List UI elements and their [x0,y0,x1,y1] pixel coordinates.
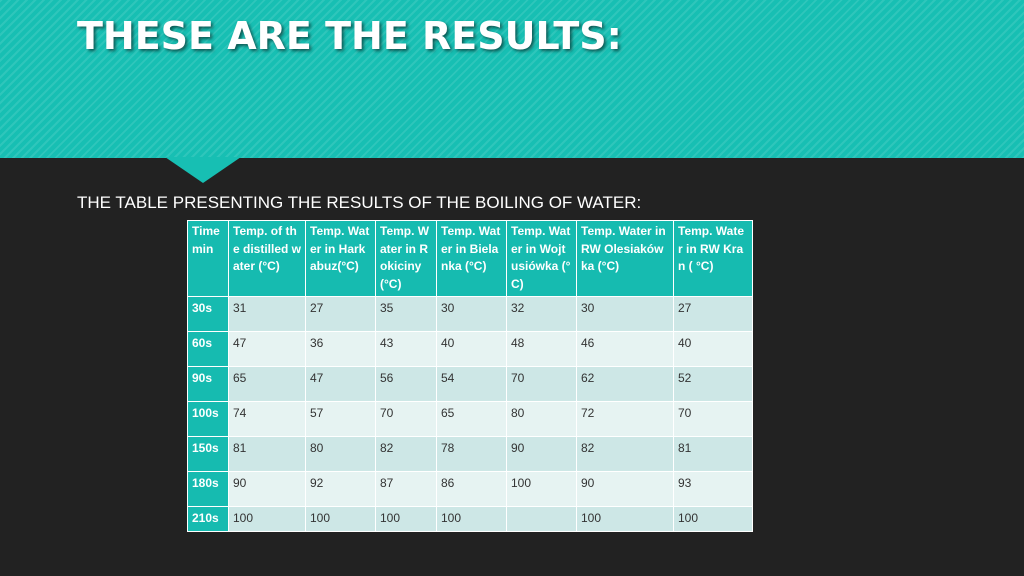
row-time-cell: 180s [187,471,229,507]
table-row: 150s 81 80 82 78 90 82 81 [187,436,753,472]
table-cell: 48 [506,331,577,367]
column-header-olesiakowka: Temp. Water in RW Olesiakówka (°C) [576,220,674,297]
slide-subtitle: THE TABLE PRESENTING THE RESULTS OF THE … [77,193,642,212]
column-header-wojtusiowka: Temp. Water in Wojtusiówka (°C) [506,220,577,297]
table-cell: 31 [228,296,306,332]
table-cell: 35 [375,296,437,332]
header-band [0,0,1024,158]
column-header-harkabuz: Temp. Water in Harkabuz(°C) [305,220,376,297]
table-cell: 90 [506,436,577,472]
column-header-kran: Temp. Water in RW Kran ( °C) [673,220,753,297]
table-cell: 57 [305,401,376,437]
table-row: 180s 90 92 87 86 100 90 93 [187,471,753,507]
table-cell: 27 [305,296,376,332]
table-cell: 80 [305,436,376,472]
table-cell: 100 [228,506,306,532]
row-time-cell: 60s [187,331,229,367]
column-header-bielanka: Temp. Water in Bielanka (°C) [436,220,507,297]
table-cell: 100 [436,506,507,532]
table-cell: 47 [228,331,306,367]
table-cell: 72 [576,401,674,437]
table-cell: 70 [375,401,437,437]
row-time-cell: 30s [187,296,229,332]
table-cell: 81 [673,436,753,472]
table-cell: 46 [576,331,674,367]
table-cell: 86 [436,471,507,507]
table-cell: 70 [673,401,753,437]
table-cell: 47 [305,366,376,402]
row-time-cell: 100s [187,401,229,437]
table-cell: 70 [506,366,577,402]
table-cell: 65 [228,366,306,402]
table-cell: 30 [576,296,674,332]
table-cell: 87 [375,471,437,507]
table-row: 100s 74 57 70 65 80 72 70 [187,401,753,437]
column-header-time: Time min [187,220,229,297]
table-cell: 100 [673,506,753,532]
table-row: 30s 31 27 35 30 32 30 27 [187,296,753,332]
header-row: Time min Temp. of the distilled water (°… [187,220,753,297]
table-row: 60s 47 36 43 40 48 46 40 [187,331,753,367]
row-time-cell: 90s [187,366,229,402]
table-cell: 40 [673,331,753,367]
table-cell: 74 [228,401,306,437]
table-cell: 54 [436,366,507,402]
table-cell [506,506,577,532]
table-cell: 65 [436,401,507,437]
table-cell: 36 [305,331,376,367]
table-cell: 100 [305,506,376,532]
slide-title: THESE ARE THE RESULTS: [77,14,622,58]
table-cell: 32 [506,296,577,332]
table-row: 210s 100 100 100 100 100 100 [187,506,753,532]
table-cell: 100 [375,506,437,532]
table-cell: 78 [436,436,507,472]
table-cell: 62 [576,366,674,402]
table-row: 90s 65 47 56 54 70 62 52 [187,366,753,402]
table-cell: 100 [506,471,577,507]
table-cell: 40 [436,331,507,367]
results-table: Time min Temp. of the distilled water (°… [187,220,753,532]
table-cell: 93 [673,471,753,507]
table-cell: 90 [576,471,674,507]
table-cell: 82 [576,436,674,472]
table-cell: 92 [305,471,376,507]
row-time-cell: 210s [187,506,229,532]
column-header-rokiciny: Temp. Water in Rokiciny (°C) [375,220,437,297]
column-header-distilled: Temp. of the distilled water (°C) [228,220,306,297]
table-cell: 81 [228,436,306,472]
table-cell: 82 [375,436,437,472]
table-cell: 80 [506,401,577,437]
table-cell: 90 [228,471,306,507]
table-cell: 30 [436,296,507,332]
table-cell: 27 [673,296,753,332]
table-cell: 43 [375,331,437,367]
table-cell: 56 [375,366,437,402]
row-time-cell: 150s [187,436,229,472]
header-notch [165,157,241,183]
table-cell: 100 [576,506,674,532]
table-cell: 52 [673,366,753,402]
